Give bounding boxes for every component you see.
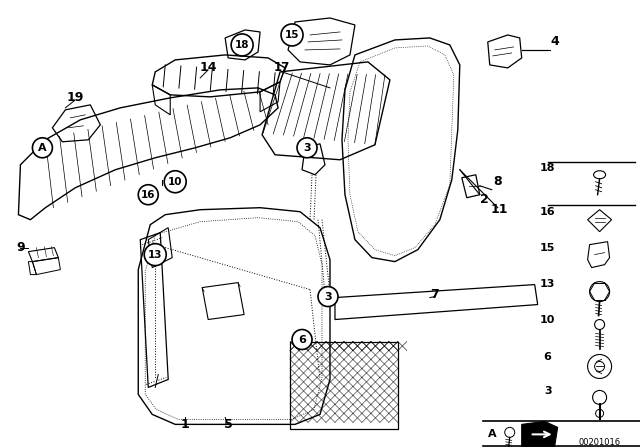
Text: 6: 6 (544, 353, 552, 362)
Circle shape (164, 171, 186, 193)
Text: 13: 13 (540, 279, 556, 289)
Text: 18: 18 (540, 163, 556, 173)
Text: 18: 18 (235, 40, 250, 50)
Text: 10: 10 (168, 177, 182, 187)
Text: 9: 9 (16, 241, 25, 254)
Circle shape (281, 24, 303, 46)
Text: 2: 2 (481, 193, 489, 206)
Text: 3: 3 (303, 143, 311, 153)
Text: 15: 15 (540, 243, 556, 253)
Text: 4: 4 (550, 35, 559, 48)
Text: 00201016: 00201016 (579, 438, 621, 447)
Text: 14: 14 (200, 61, 217, 74)
Text: 16: 16 (540, 207, 556, 217)
Text: 15: 15 (285, 30, 300, 40)
Circle shape (292, 330, 312, 349)
Circle shape (231, 34, 253, 56)
Text: 17: 17 (274, 61, 290, 74)
Circle shape (144, 244, 166, 266)
Text: 8: 8 (493, 175, 502, 188)
Text: A: A (488, 429, 496, 439)
Text: A: A (38, 143, 47, 153)
Circle shape (33, 138, 52, 158)
Text: 13: 13 (148, 250, 163, 260)
Circle shape (138, 185, 158, 205)
Text: 6: 6 (298, 335, 306, 345)
Text: 16: 16 (141, 190, 156, 200)
Text: 19: 19 (67, 91, 84, 104)
Text: 10: 10 (540, 314, 556, 324)
Text: 5: 5 (224, 418, 232, 431)
Text: 3: 3 (324, 292, 332, 302)
Circle shape (297, 138, 317, 158)
Text: 1: 1 (181, 418, 189, 431)
Polygon shape (522, 422, 557, 446)
Bar (290, 341, 398, 429)
Text: 3: 3 (544, 387, 552, 396)
Text: 11: 11 (491, 203, 509, 216)
Circle shape (318, 287, 338, 306)
Text: 7: 7 (431, 288, 439, 301)
